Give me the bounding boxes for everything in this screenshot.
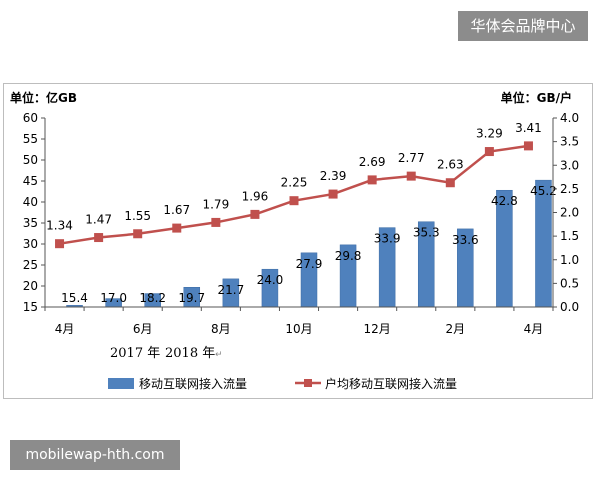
line-data-label: 3.29 <box>476 127 503 141</box>
bar-data-label: 21.7 <box>217 283 244 297</box>
y-left-axis: 15 20 25 30 35 40 45 50 55 60 <box>23 111 45 314</box>
legend-bar-label: 移动互联网接入流量 <box>139 376 247 391</box>
line-data-label: 2.25 <box>281 176 308 190</box>
line-data-label: 1.96 <box>242 189 269 203</box>
y-left-tick-label: 55 <box>23 132 38 146</box>
y-left-tick-label: 60 <box>23 111 38 125</box>
legend-line-label: 户均移动互联网接入流量 <box>325 376 457 391</box>
bar-data-label: 33.6 <box>452 233 479 247</box>
x-tick-label: 4月 <box>55 322 75 336</box>
bar-data-label: 29.8 <box>335 249 362 263</box>
x-tick-label: 12月 <box>364 322 391 336</box>
watermark-site: mobilewap-hth.com <box>10 440 180 470</box>
bar-data-label: 42.8 <box>491 194 518 208</box>
line-point <box>94 233 104 243</box>
bar-data-labels: 15.4 17.0 18.2 19.7 21.7 24.0 27.9 29.8 33.9 35.3… <box>61 184 557 305</box>
line-point <box>211 217 221 227</box>
y-right-tick-label: 4.0 <box>560 111 579 125</box>
line-data-label: 1.67 <box>163 203 190 217</box>
chart-frame <box>3 83 593 399</box>
y-left-tick-label: 20 <box>23 279 38 293</box>
y-left-tick-label: 25 <box>23 258 38 272</box>
y-left-title: 单位：亿GB <box>10 90 77 105</box>
line-data-label: 2.63 <box>437 158 464 172</box>
line-point <box>133 229 143 239</box>
y-left-tick-label: 15 <box>23 300 38 314</box>
y-right-title: 单位：GB/户 <box>501 90 572 105</box>
line-point <box>523 141 533 151</box>
line-point <box>172 223 182 233</box>
line-data-label: 3.41 <box>515 121 542 135</box>
line-point <box>445 178 455 188</box>
bar-data-label: 15.4 <box>61 291 88 305</box>
y-right-tick-label: 3.5 <box>560 135 579 149</box>
bar <box>535 179 552 308</box>
y-right-tick-label: 0.0 <box>560 300 579 314</box>
x-tick-label: 4月 <box>524 322 544 336</box>
bar-series <box>66 179 552 308</box>
watermark-brand: 华体会品牌中心 <box>458 11 588 41</box>
y-right-tick-label: 2.0 <box>560 206 579 220</box>
bar-data-label: 45.2 <box>530 184 557 198</box>
x-axis: 4月 6月 8月 10月 12月 2月 4月 <box>44 307 554 336</box>
y-right-tick-label: 0.5 <box>560 276 579 290</box>
y-left-tick-label: 40 <box>23 195 38 209</box>
line-point <box>250 209 260 219</box>
line-data-label: 1.55 <box>124 209 151 223</box>
line-data-label: 1.47 <box>85 213 112 227</box>
x-tick-label: 10月 <box>285 322 312 336</box>
line-point <box>367 175 377 185</box>
line-point <box>289 196 299 206</box>
legend: 移动互联网接入流量 户均移动互联网接入流量 <box>108 376 457 391</box>
year-label-2018: 2018 年 <box>165 346 215 361</box>
x-tick-label: 2月 <box>445 322 465 336</box>
bar-data-label: 18.2 <box>139 291 166 305</box>
bar-data-label: 35.3 <box>413 226 440 240</box>
line-point <box>406 171 416 181</box>
bar-data-label: 33.9 <box>374 232 401 246</box>
bar-data-label: 24.0 <box>257 273 284 287</box>
x-tick-label: 8月 <box>211 322 231 336</box>
line-data-label: 2.39 <box>320 169 347 183</box>
bar-data-label: 27.9 <box>296 257 323 271</box>
legend-line-marker <box>304 379 312 387</box>
year-mark: ↵ <box>215 350 223 360</box>
line-point <box>484 147 494 157</box>
line-data-label: 2.77 <box>398 151 425 165</box>
line-data-labels: 1.34 1.47 1.55 1.67 1.79 1.96 2.25 2.39 2.69 2.77… <box>46 121 542 233</box>
y-left-tick-label: 30 <box>23 237 38 251</box>
y-left-tick-label: 50 <box>23 153 38 167</box>
line-point <box>55 239 65 249</box>
line-data-label: 2.69 <box>359 155 386 169</box>
line-series <box>55 141 533 249</box>
y-right-tick-label: 3.0 <box>560 158 579 172</box>
line-point <box>328 189 338 199</box>
bar-data-label: 17.0 <box>100 291 127 305</box>
y-right-tick-label: 1.0 <box>560 253 579 267</box>
y-left-tick-label: 45 <box>23 174 38 188</box>
bar-data-label: 19.7 <box>178 291 205 305</box>
legend-bar-swatch <box>108 378 134 389</box>
y-right-tick-label: 1.5 <box>560 229 579 243</box>
y-left-tick-label: 35 <box>23 216 38 230</box>
y-right-tick-label: 2.5 <box>560 182 579 196</box>
line-data-label: 1.34 <box>46 219 73 233</box>
y-right-axis: 0.0 0.5 1.0 1.5 2.0 2.5 3.0 3.5 4.0 <box>553 111 579 314</box>
line-data-label: 1.79 <box>202 197 229 211</box>
x-tick-label: 6月 <box>133 322 153 336</box>
year-label-2017: 2017 年 <box>110 346 160 361</box>
